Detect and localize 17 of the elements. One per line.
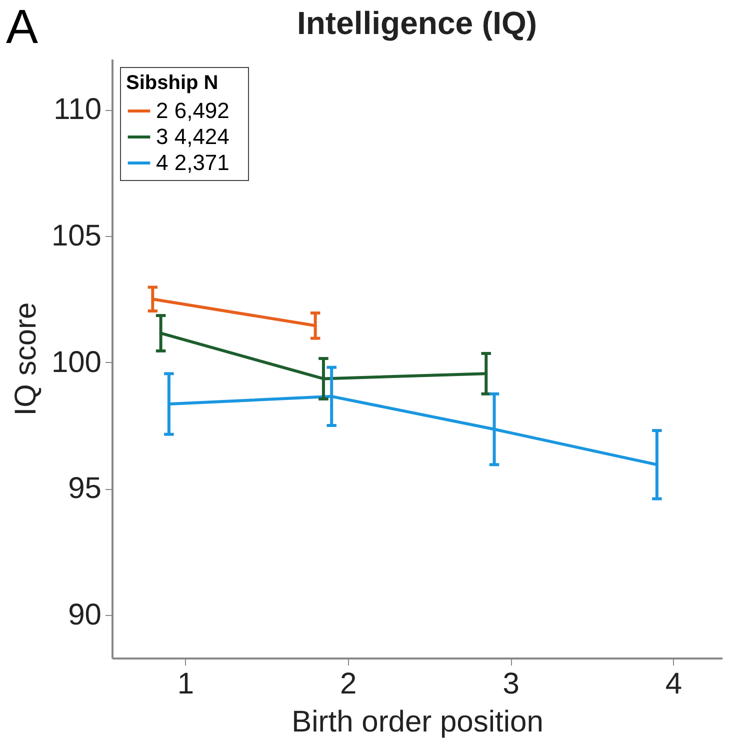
y-tick-label: 100 (51, 346, 102, 379)
y-tick-label: 105 (51, 219, 102, 252)
y-axis-title: IQ score (9, 302, 42, 416)
x-tick-label: 4 (665, 668, 682, 700)
x-tick-label: 2 (340, 668, 357, 700)
legend-label: 3 4,424 (156, 124, 230, 149)
x-tick-label: 1 (177, 668, 194, 700)
legend-label: 2 6,492 (156, 98, 230, 123)
y-tick-label: 90 (68, 598, 102, 632)
legend-title: Sibship N (126, 72, 218, 94)
text: A (6, 0, 38, 55)
x-axis-title: Birth order position (292, 706, 544, 738)
y-tick-label: 110 (54, 93, 102, 126)
y-tick-label: 95 (68, 472, 102, 506)
legend-label: 4 2,371 (156, 150, 230, 175)
x-tick-label: 3 (502, 668, 520, 700)
chart-title: Intelligence (IQ) (296, 5, 538, 41)
